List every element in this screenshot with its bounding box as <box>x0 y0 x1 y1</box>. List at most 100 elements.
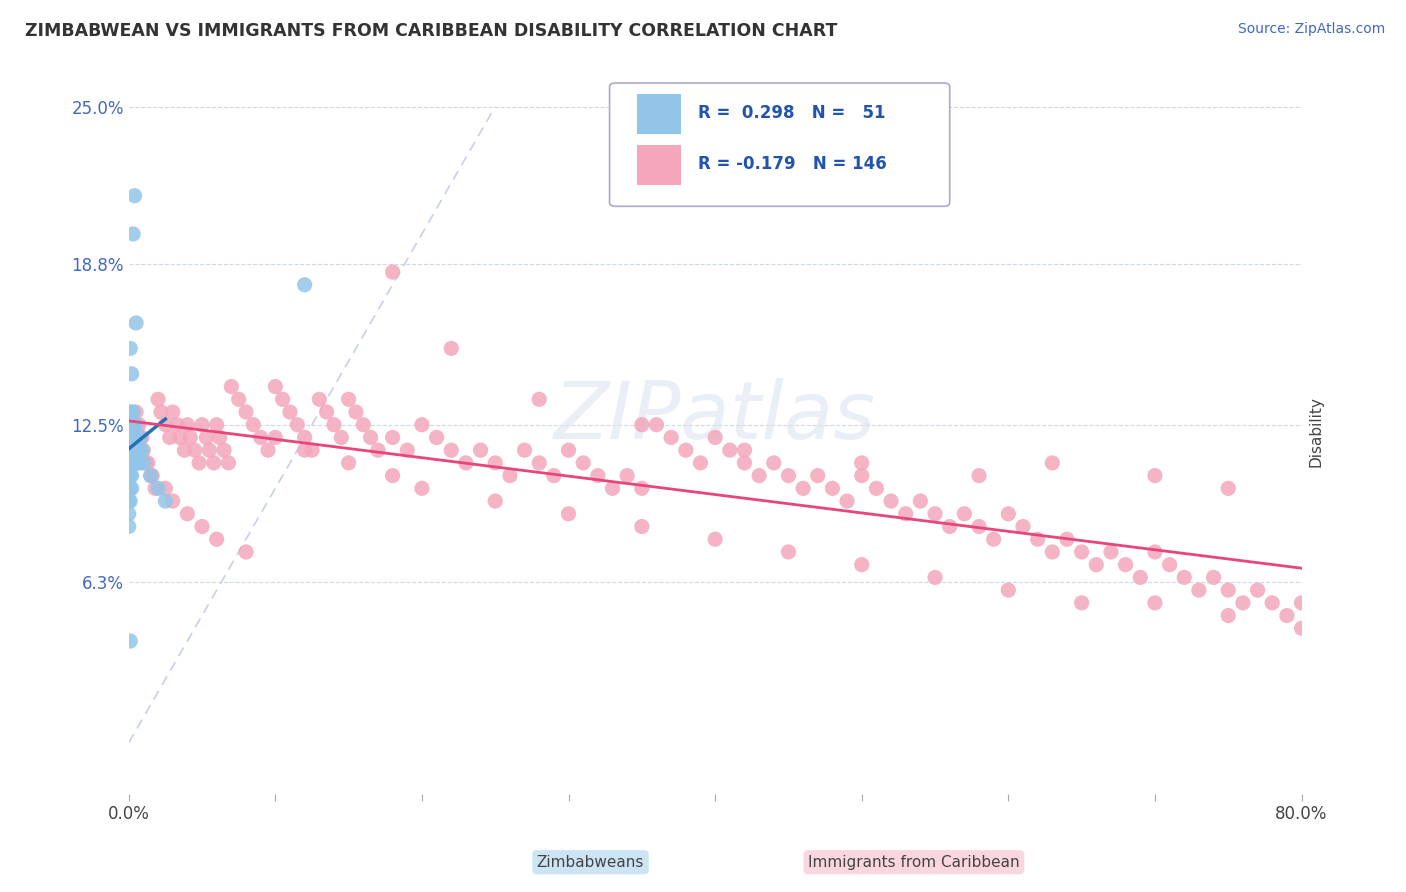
Point <box>543 468 565 483</box>
Point <box>1291 621 1313 635</box>
Point <box>176 417 198 432</box>
Point <box>235 405 257 419</box>
Point <box>1026 533 1049 547</box>
Point <box>143 481 166 495</box>
Point <box>718 443 741 458</box>
Point <box>124 188 146 202</box>
Point <box>195 430 218 444</box>
Y-axis label: Disability: Disability <box>1309 396 1323 467</box>
Point <box>136 456 159 470</box>
Point <box>529 392 551 407</box>
Text: ZIPatlas: ZIPatlas <box>554 377 876 456</box>
Point <box>122 405 145 419</box>
Point <box>120 405 142 419</box>
Point <box>183 443 205 458</box>
Point <box>1159 558 1181 572</box>
Point <box>198 443 221 458</box>
Point <box>122 417 145 432</box>
Point <box>128 443 150 458</box>
Point <box>381 468 404 483</box>
Point <box>191 417 214 432</box>
Point <box>139 468 162 483</box>
Point <box>121 481 143 495</box>
Point <box>124 456 146 470</box>
Point <box>202 456 225 470</box>
Text: Zimbabweans: Zimbabweans <box>537 855 644 870</box>
Point <box>124 443 146 458</box>
Point <box>675 443 697 458</box>
Point <box>124 430 146 444</box>
Point <box>1129 570 1152 584</box>
Point <box>135 456 157 470</box>
Point <box>162 405 184 419</box>
Point <box>159 430 181 444</box>
Point <box>191 519 214 533</box>
Point <box>155 481 177 495</box>
Point <box>120 417 142 432</box>
Point <box>308 392 330 407</box>
Point <box>1070 545 1092 559</box>
Point <box>132 443 155 458</box>
Point <box>529 456 551 470</box>
Point <box>381 265 404 279</box>
Point <box>118 405 141 419</box>
Point <box>499 468 522 483</box>
Point <box>1070 596 1092 610</box>
Point <box>118 468 141 483</box>
Point <box>120 456 142 470</box>
Point <box>149 405 172 419</box>
Point <box>1218 583 1240 598</box>
Point <box>330 430 353 444</box>
Point <box>176 507 198 521</box>
Point <box>704 533 727 547</box>
Point <box>278 405 301 419</box>
Point <box>249 430 271 444</box>
Point <box>1232 596 1254 610</box>
Point <box>1143 545 1166 559</box>
Point <box>1188 583 1211 598</box>
Point <box>118 430 141 444</box>
Point <box>865 481 887 495</box>
Point <box>630 519 652 533</box>
Point <box>323 417 346 432</box>
FancyBboxPatch shape <box>637 94 681 134</box>
Point <box>212 443 235 458</box>
Point <box>484 494 506 508</box>
Point <box>257 443 280 458</box>
Point <box>411 417 433 432</box>
Point <box>344 405 367 419</box>
Point <box>1291 596 1313 610</box>
Point <box>127 456 149 470</box>
Point <box>264 430 287 444</box>
Point <box>1143 468 1166 483</box>
Point <box>659 430 682 444</box>
Point <box>188 456 211 470</box>
Point <box>704 430 727 444</box>
Point <box>120 494 142 508</box>
Point <box>1218 608 1240 623</box>
Point <box>1143 596 1166 610</box>
Point <box>120 468 142 483</box>
Point <box>778 545 800 559</box>
Point <box>125 417 148 432</box>
Point <box>122 227 145 241</box>
Point <box>997 583 1019 598</box>
Point <box>938 519 960 533</box>
Point <box>1173 570 1195 584</box>
Point <box>851 558 873 572</box>
Point <box>121 367 143 381</box>
Point <box>301 443 323 458</box>
Point <box>924 570 946 584</box>
Point <box>122 430 145 444</box>
Point <box>118 494 141 508</box>
Point <box>121 417 143 432</box>
Point <box>602 481 624 495</box>
Point <box>1115 558 1137 572</box>
Point <box>997 507 1019 521</box>
Point <box>125 316 148 330</box>
Point <box>645 417 668 432</box>
Point <box>169 430 191 444</box>
Point <box>125 405 148 419</box>
Point <box>337 456 360 470</box>
Point <box>132 456 155 470</box>
